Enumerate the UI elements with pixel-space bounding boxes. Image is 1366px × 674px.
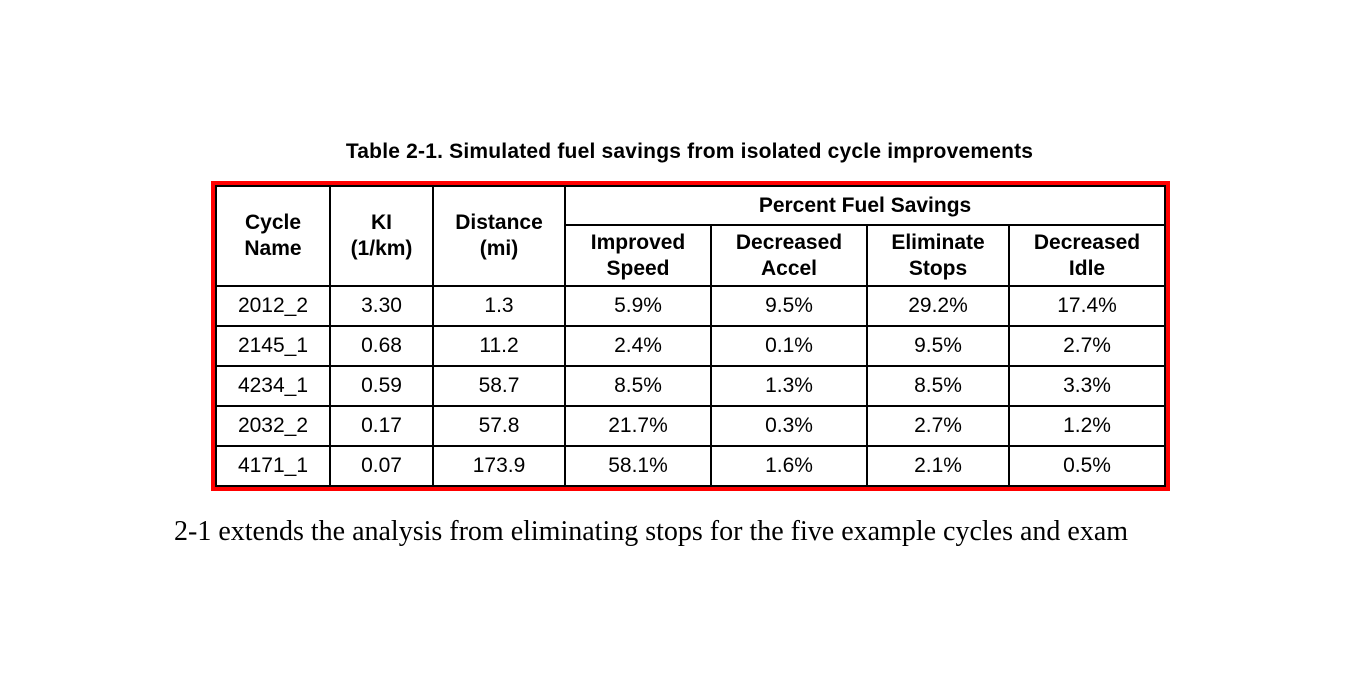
cell-improved-speed: 2.4% bbox=[564, 325, 712, 367]
cell-decreased-idle: 0.5% bbox=[1007, 445, 1167, 487]
cell-ki: 3.30 bbox=[329, 285, 434, 327]
cell-distance: 173.9 bbox=[432, 445, 566, 487]
table-row: 4171_1 0.07 173.9 58.1% 1.6% 2.1% 0.5% bbox=[215, 445, 1167, 487]
col-header-cycle-name: Cycle Name bbox=[215, 185, 331, 287]
col-header-eliminate-stops: Eliminate Stops bbox=[866, 224, 1010, 287]
table-caption: Table 2-1. Simulated fuel savings from i… bbox=[345, 140, 1034, 163]
header-row-group: Cycle Name KI (1/km) Distance (mi) Perce… bbox=[215, 185, 1167, 287]
cell-eliminate-stops: 2.7% bbox=[866, 405, 1010, 447]
cell-improved-speed: 58.1% bbox=[564, 445, 712, 487]
cell-eliminate-stops: 2.1% bbox=[866, 445, 1010, 487]
header-row-sub: Improved Speed Decreased Accel Eliminate… bbox=[216, 224, 1167, 287]
fuel-savings-table: Cycle Name KI (1/km) Distance (mi) Perce… bbox=[215, 185, 1167, 487]
cell-improved-speed: 21.7% bbox=[564, 405, 712, 447]
col-header-decreased-idle: Decreased Idle bbox=[1007, 224, 1167, 287]
cell-cycle-name: 4234_1 bbox=[215, 365, 331, 407]
cell-ki: 0.68 bbox=[329, 325, 434, 367]
cell-decreased-idle: 2.7% bbox=[1007, 325, 1167, 367]
cell-decreased-accel: 0.1% bbox=[710, 325, 868, 367]
cell-decreased-idle: 17.4% bbox=[1007, 285, 1167, 327]
cell-decreased-idle: 1.2% bbox=[1007, 405, 1167, 447]
table-row: 2145_1 0.68 11.2 2.4% 0.1% 9.5% 2.7% bbox=[215, 325, 1167, 367]
cell-distance: 58.7 bbox=[432, 365, 566, 407]
cell-cycle-name: 2012_2 bbox=[215, 285, 331, 327]
cell-distance: 1.3 bbox=[432, 285, 566, 327]
cell-cycle-name: 2032_2 bbox=[215, 405, 331, 447]
cell-improved-speed: 8.5% bbox=[564, 365, 712, 407]
cell-decreased-accel: 1.6% bbox=[710, 445, 868, 487]
col-header-decreased-accel: Decreased Accel bbox=[710, 224, 868, 287]
cell-ki: 0.07 bbox=[329, 445, 434, 487]
cell-ki: 0.59 bbox=[329, 365, 434, 407]
cell-eliminate-stops: 29.2% bbox=[866, 285, 1010, 327]
cell-decreased-accel: 0.3% bbox=[710, 405, 868, 447]
cell-decreased-accel: 9.5% bbox=[710, 285, 868, 327]
cell-eliminate-stops: 8.5% bbox=[866, 365, 1010, 407]
cell-distance: 57.8 bbox=[432, 405, 566, 447]
table-row: 4234_1 0.59 58.7 8.5% 1.3% 8.5% 3.3% bbox=[215, 365, 1167, 407]
cell-decreased-accel: 1.3% bbox=[710, 365, 868, 407]
cell-ki: 0.17 bbox=[329, 405, 434, 447]
cell-distance: 11.2 bbox=[432, 325, 566, 367]
col-header-percent-fuel-savings: Percent Fuel Savings bbox=[563, 185, 1167, 226]
col-header-ki: KI (1/km) bbox=[329, 185, 434, 287]
col-header-improved-speed: Improved Speed bbox=[564, 224, 712, 287]
table-row: 2012_2 3.30 1.3 5.9% 9.5% 29.2% 17.4% bbox=[215, 285, 1167, 327]
cell-improved-speed: 5.9% bbox=[564, 285, 712, 327]
body-paragraph: 2-1 extends the analysis from eliminatin… bbox=[174, 516, 1129, 547]
table-highlight-frame: Cycle Name KI (1/km) Distance (mi) Perce… bbox=[211, 181, 1171, 491]
cell-cycle-name: 4171_1 bbox=[215, 445, 331, 487]
col-header-distance: Distance (mi) bbox=[432, 185, 566, 287]
cell-decreased-idle: 3.3% bbox=[1007, 365, 1167, 407]
cell-eliminate-stops: 9.5% bbox=[866, 325, 1010, 367]
table-row: 2032_2 0.17 57.8 21.7% 0.3% 2.7% 1.2% bbox=[215, 405, 1167, 447]
cell-cycle-name: 2145_1 bbox=[215, 325, 331, 367]
